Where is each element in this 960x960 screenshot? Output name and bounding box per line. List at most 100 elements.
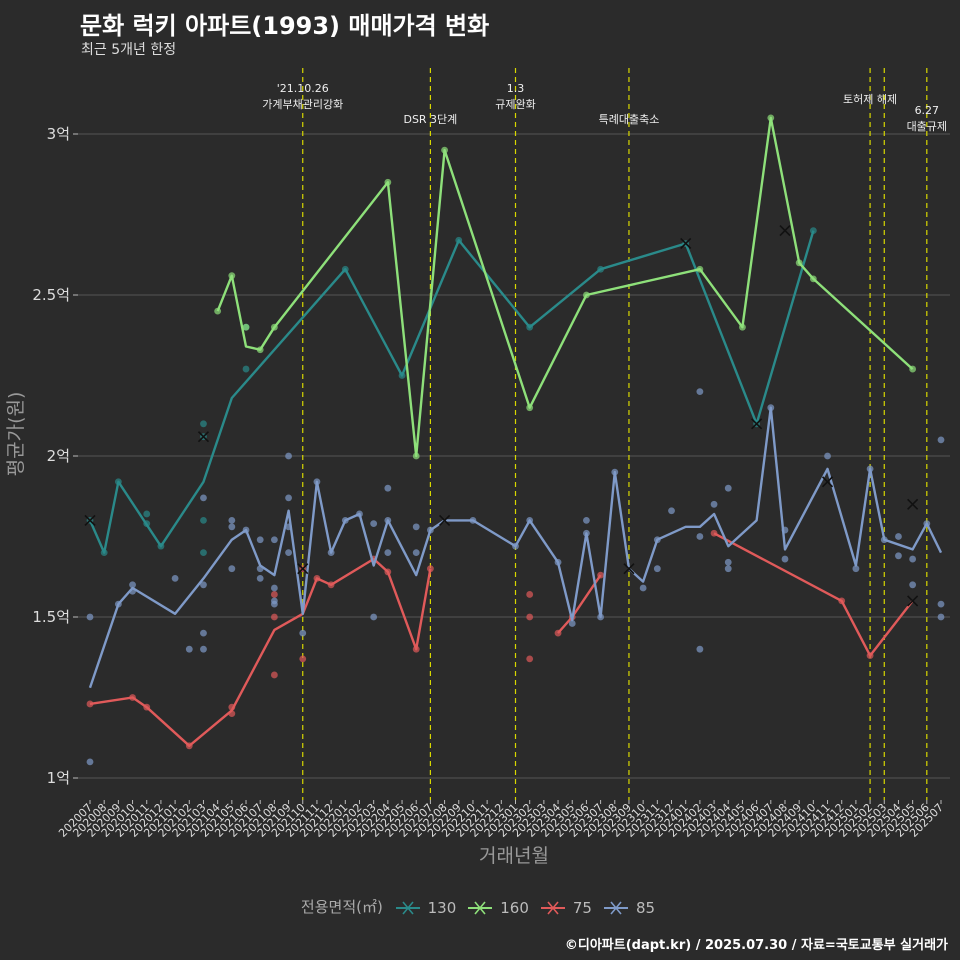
legend-key-icon bbox=[395, 901, 420, 915]
data-point-75 bbox=[270, 613, 278, 621]
data-point-85 bbox=[767, 404, 775, 412]
legend-key-icon bbox=[468, 901, 493, 915]
cross-marker-85 bbox=[623, 563, 635, 575]
data-point-130 bbox=[200, 420, 207, 428]
data-point-85 bbox=[824, 452, 831, 460]
data-point-85 bbox=[653, 565, 661, 573]
data-point-130 bbox=[100, 549, 108, 556]
data-point-85 bbox=[228, 517, 236, 524]
data-point-130 bbox=[809, 227, 817, 235]
data-point-85 bbox=[242, 526, 250, 534]
legend-item-130: 130 bbox=[394, 898, 461, 917]
y-tick-label: 3억 bbox=[47, 125, 70, 143]
data-point-130 bbox=[143, 520, 151, 528]
data-point-75 bbox=[526, 591, 534, 598]
data-point-160 bbox=[526, 404, 534, 412]
legend-label: 85 bbox=[635, 898, 656, 917]
data-point-85 bbox=[554, 558, 562, 566]
data-point-85 bbox=[185, 645, 193, 653]
series-line-130 bbox=[88, 230, 815, 554]
data-point-85 bbox=[909, 581, 917, 589]
data-point-130 bbox=[455, 236, 463, 244]
cross-marker-130 bbox=[680, 237, 692, 250]
data-point-75 bbox=[427, 565, 434, 573]
data-point-85 bbox=[270, 536, 278, 544]
data-point-130 bbox=[398, 372, 406, 379]
data-point-85 bbox=[668, 507, 675, 515]
legend-item-85: 85 bbox=[602, 898, 659, 917]
data-point-85 bbox=[583, 517, 590, 524]
data-point-85 bbox=[200, 645, 207, 653]
data-point-75 bbox=[270, 591, 278, 598]
data-point-85 bbox=[256, 565, 264, 573]
data-point-75 bbox=[526, 655, 534, 663]
data-point-85 bbox=[114, 600, 122, 608]
series-line-75 bbox=[713, 532, 914, 657]
data-point-75 bbox=[228, 710, 236, 717]
legend-label: 130 bbox=[427, 898, 457, 917]
data-point-160 bbox=[696, 265, 704, 273]
cross-marker-130 bbox=[197, 431, 210, 443]
data-point-75 bbox=[526, 613, 534, 621]
data-point-85 bbox=[270, 584, 278, 592]
data-point-85 bbox=[880, 536, 888, 544]
legend: 전용면적(㎡) 130 160 75 85 bbox=[0, 896, 960, 917]
data-point-85 bbox=[583, 529, 590, 537]
y-tick-label: 1.5억 bbox=[32, 608, 70, 626]
data-point-160 bbox=[242, 323, 250, 331]
data-point-85 bbox=[370, 520, 378, 528]
data-point-85 bbox=[341, 517, 349, 524]
data-point-160 bbox=[767, 114, 775, 122]
data-point-130 bbox=[143, 510, 151, 518]
data-point-85 bbox=[384, 549, 392, 556]
data-point-85 bbox=[171, 574, 179, 582]
caption: ©디아파트(dapt.kr) / 2025.07.30 / 자료=국토교통부 실… bbox=[564, 938, 948, 953]
data-point-85 bbox=[895, 552, 902, 560]
x-axis-title: 거래년월 bbox=[479, 845, 549, 867]
data-point-85 bbox=[469, 517, 477, 524]
data-point-130 bbox=[597, 265, 604, 273]
data-point-75 bbox=[838, 597, 846, 605]
data-point-85 bbox=[313, 478, 321, 486]
cross-marker-130 bbox=[751, 418, 763, 430]
data-point-75 bbox=[412, 645, 420, 653]
data-point-85 bbox=[285, 494, 292, 502]
data-point-85 bbox=[228, 565, 236, 573]
data-point-85 bbox=[724, 484, 732, 492]
data-point-85 bbox=[512, 542, 519, 550]
data-point-85 bbox=[526, 517, 534, 524]
event-label: 규제완화 bbox=[495, 98, 535, 111]
data-point-85 bbox=[923, 520, 931, 528]
legend-title: 전용면적(㎡) bbox=[300, 898, 383, 916]
y-axis-title: 평균가(원) bbox=[5, 392, 27, 477]
data-point-85 bbox=[384, 517, 392, 524]
data-point-85 bbox=[427, 526, 434, 534]
legend-key-icon bbox=[540, 901, 565, 915]
data-point-130 bbox=[157, 542, 165, 550]
data-point-85 bbox=[86, 758, 94, 766]
data-point-160 bbox=[739, 323, 746, 331]
data-point-85 bbox=[710, 500, 718, 508]
data-point-85 bbox=[412, 523, 420, 531]
data-point-85 bbox=[327, 549, 335, 556]
data-point-85 bbox=[937, 600, 945, 608]
cross-marker-85 bbox=[297, 563, 309, 575]
data-point-130 bbox=[526, 323, 534, 331]
data-point-85 bbox=[611, 468, 619, 476]
legend-item-75: 75 bbox=[539, 898, 596, 917]
data-point-75 bbox=[185, 742, 193, 750]
data-point-75 bbox=[384, 568, 392, 576]
event-label: 6.27 bbox=[915, 104, 940, 117]
data-point-75 bbox=[866, 652, 874, 660]
data-point-85 bbox=[724, 565, 732, 573]
cross-marker-75 bbox=[907, 595, 919, 607]
data-point-160 bbox=[909, 365, 917, 373]
data-point-85 bbox=[200, 494, 207, 502]
data-point-85 bbox=[228, 523, 236, 531]
data-point-160 bbox=[228, 272, 236, 280]
data-point-85 bbox=[256, 574, 264, 582]
data-point-85 bbox=[285, 452, 292, 460]
y-tick-label: 2억 bbox=[47, 447, 70, 465]
data-point-85 bbox=[653, 536, 661, 544]
